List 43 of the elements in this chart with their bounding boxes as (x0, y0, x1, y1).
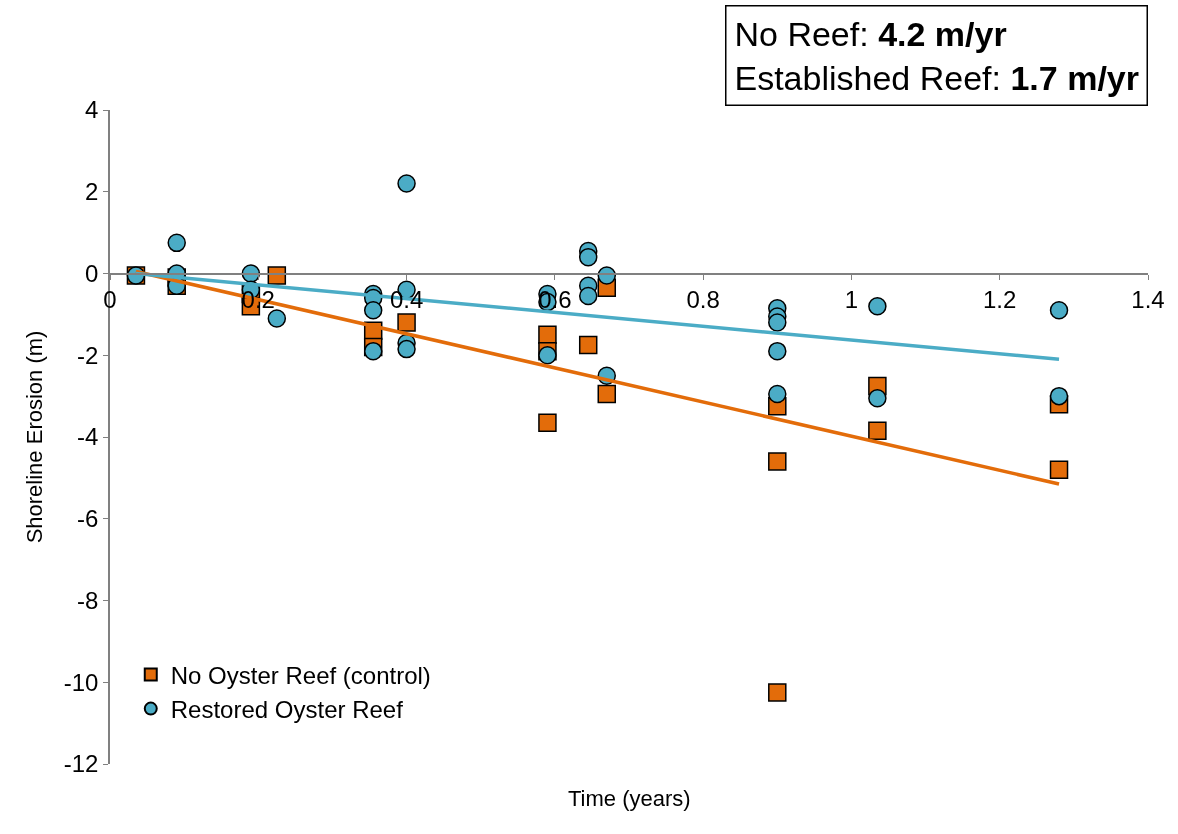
y-tick-label: 2 (85, 178, 99, 206)
point (768, 341, 787, 361)
point (868, 421, 887, 441)
point (397, 313, 416, 332)
point (1049, 386, 1069, 406)
point (363, 301, 383, 320)
y-axis-title: Shoreline Erosion (m) (22, 330, 48, 544)
y-tick-label: -2 (77, 341, 99, 369)
point (167, 233, 186, 253)
point (578, 247, 598, 267)
y-tick-label: -4 (77, 423, 99, 451)
point (868, 296, 887, 316)
point (597, 384, 617, 404)
y-tick-label: -10 (63, 668, 99, 696)
point (768, 683, 787, 702)
x-tick-label: 1 (844, 286, 859, 314)
point (267, 309, 287, 328)
text: No Reef: 4.2 m/yr (734, 14, 1007, 53)
x-tick-label: 0 (103, 286, 117, 314)
x-tick-label: 0.8 (686, 286, 720, 314)
legend-label: No Oyster Reef (control) (170, 661, 431, 689)
x-axis-title: Time (years) (568, 786, 691, 811)
point (538, 346, 557, 365)
point (768, 384, 787, 404)
point (578, 335, 598, 355)
y-tick-label: -12 (63, 750, 99, 778)
point (397, 174, 416, 193)
text: Established Reef: 1.7 m/yr (734, 58, 1139, 97)
y-tick-label: -8 (77, 586, 99, 614)
point (1049, 301, 1069, 320)
point (578, 286, 598, 306)
point (538, 413, 557, 432)
legend-label: Restored Oyster Reef (170, 695, 404, 723)
y-tick-label: 0 (85, 259, 99, 287)
x-tick-label: 1.4 (1131, 286, 1165, 314)
point (1049, 460, 1069, 479)
y-tick-label: 4 (85, 96, 99, 124)
point (768, 313, 787, 332)
point (397, 339, 416, 359)
x-tick-label: 1.2 (983, 286, 1017, 314)
point (768, 452, 787, 471)
point (868, 388, 887, 408)
y-tick-label: -6 (77, 505, 99, 533)
